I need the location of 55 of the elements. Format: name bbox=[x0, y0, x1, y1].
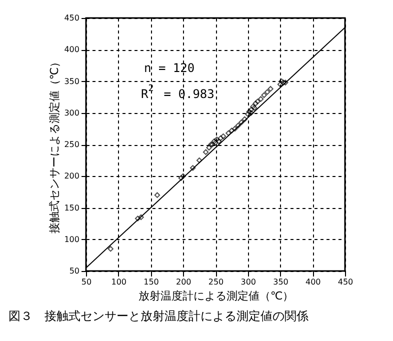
point bbox=[268, 86, 274, 92]
y-tick-label: 250 bbox=[64, 140, 80, 149]
point bbox=[280, 80, 286, 86]
point bbox=[254, 98, 260, 104]
point bbox=[190, 165, 196, 171]
point bbox=[134, 216, 141, 222]
point bbox=[258, 96, 264, 102]
y-axis-title: 接触式センサーによる測定値（℃） bbox=[48, 56, 62, 234]
point bbox=[154, 192, 160, 198]
x-tick-label: 200 bbox=[176, 278, 192, 286]
y-tick-label: 450 bbox=[64, 14, 80, 22]
point bbox=[178, 175, 184, 181]
point bbox=[202, 149, 209, 155]
point bbox=[196, 157, 202, 164]
point bbox=[252, 100, 258, 106]
point bbox=[248, 110, 254, 116]
point bbox=[232, 126, 238, 132]
point bbox=[218, 135, 224, 142]
x-tick-label: 250 bbox=[208, 278, 224, 286]
y-tick-label: 200 bbox=[64, 172, 80, 181]
x-tick-label: 450 bbox=[338, 278, 354, 286]
point bbox=[277, 82, 284, 88]
x-tick-label: 400 bbox=[305, 278, 321, 286]
point bbox=[138, 214, 144, 220]
point bbox=[278, 78, 284, 84]
point bbox=[108, 246, 114, 252]
y-tick-label: 100 bbox=[64, 234, 80, 244]
y-tick-label: 50 bbox=[69, 266, 80, 276]
x-tick-label: 350 bbox=[273, 278, 288, 286]
x-tick-label: 100 bbox=[111, 278, 127, 286]
point bbox=[228, 128, 235, 134]
point bbox=[242, 116, 248, 122]
point bbox=[282, 80, 288, 86]
text: 図３ 接触式センサーと放射温度計による測定値の関係 bbox=[8, 309, 309, 323]
point bbox=[220, 133, 226, 140]
point bbox=[226, 130, 232, 136]
point bbox=[214, 136, 220, 142]
point bbox=[216, 138, 222, 144]
point bbox=[245, 111, 251, 117]
point bbox=[246, 108, 252, 114]
point bbox=[180, 173, 186, 179]
point bbox=[238, 120, 244, 126]
x-axis-title: 放射温度計による測定値（℃） bbox=[138, 290, 294, 302]
x-tick-label: 50 bbox=[81, 278, 92, 286]
y-tick-label: 150 bbox=[64, 203, 80, 212]
x-tick-label: 150 bbox=[144, 278, 159, 286]
point bbox=[235, 122, 242, 128]
x-tick-label: 300 bbox=[240, 278, 256, 286]
point bbox=[261, 92, 267, 98]
point bbox=[206, 144, 212, 151]
y-tick-label: 400 bbox=[64, 45, 80, 54]
point bbox=[264, 89, 270, 95]
y-tick-label: 350 bbox=[64, 76, 80, 86]
y-tick-label: 300 bbox=[64, 108, 80, 118]
annotation: n = 120 bbox=[144, 61, 195, 75]
